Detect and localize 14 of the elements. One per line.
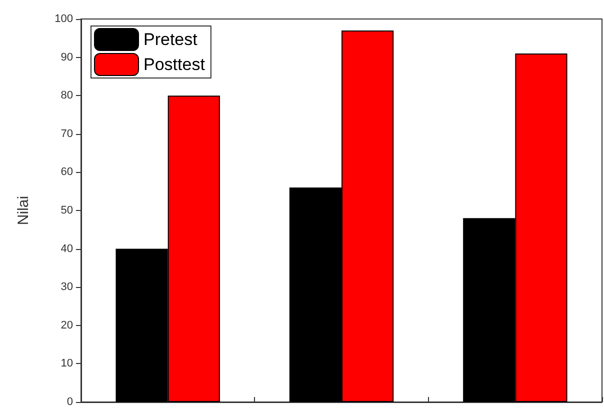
y-tick-label: 100: [54, 13, 73, 25]
legend-label: Posttest: [144, 55, 206, 74]
y-tick-label: 50: [60, 204, 73, 216]
y-tick-label: 20: [60, 319, 73, 332]
y-tick-label: 70: [60, 128, 73, 140]
y-tick-label: 80: [60, 90, 73, 102]
y-tick-label: 90: [60, 51, 73, 64]
y-tick-label: 10: [60, 358, 73, 370]
y-tick-label: 0: [66, 396, 73, 408]
legend-label: Pretest: [144, 30, 198, 49]
y-tick-label: 30: [60, 281, 73, 294]
y-tick-label: 40: [60, 242, 73, 255]
y-axis-title: Nilai: [15, 196, 32, 226]
y-tick-label: 60: [60, 166, 73, 178]
